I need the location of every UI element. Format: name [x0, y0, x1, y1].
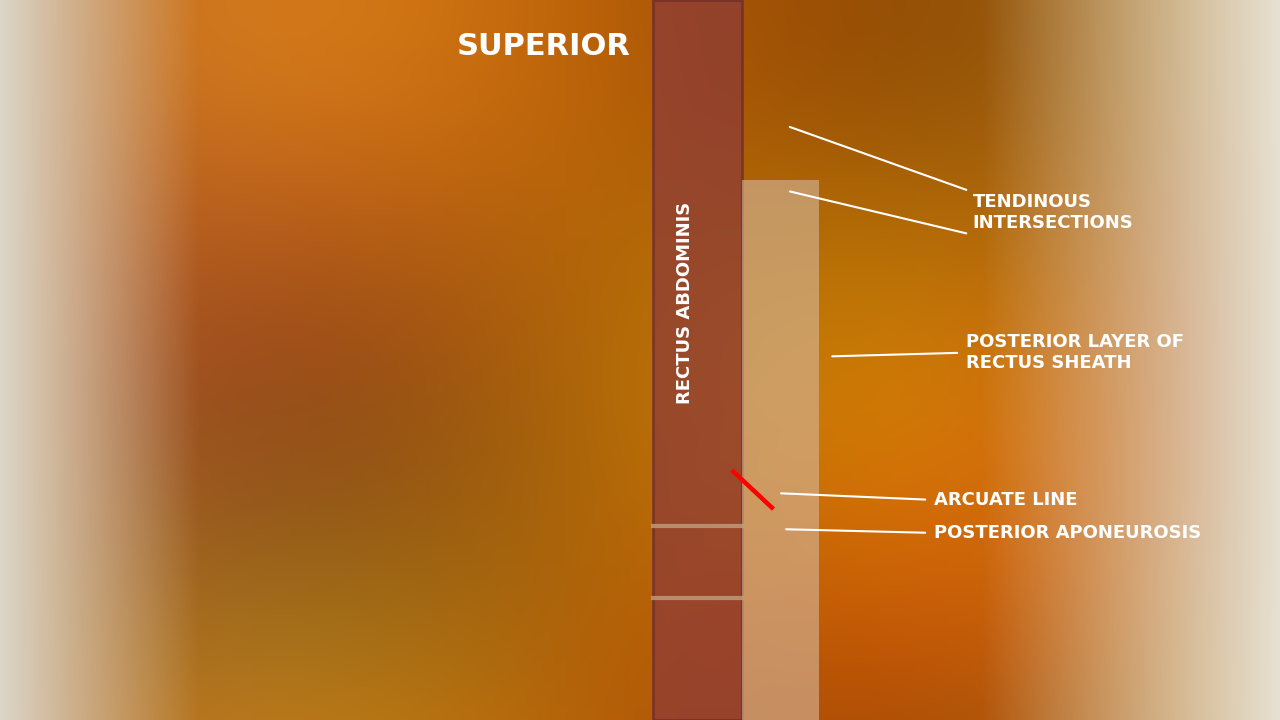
Text: SUPERIOR: SUPERIOR: [457, 32, 631, 61]
FancyBboxPatch shape: [742, 180, 819, 720]
Text: ARCUATE LINE: ARCUATE LINE: [934, 491, 1078, 508]
Text: POSTERIOR LAYER OF
RECTUS SHEATH: POSTERIOR LAYER OF RECTUS SHEATH: [966, 333, 1184, 372]
Text: TENDINOUS
INTERSECTIONS: TENDINOUS INTERSECTIONS: [973, 193, 1134, 232]
FancyBboxPatch shape: [653, 0, 742, 720]
Text: RECTUS ABDOMINIS: RECTUS ABDOMINIS: [676, 202, 694, 403]
Text: POSTERIOR APONEUROSIS: POSTERIOR APONEUROSIS: [934, 524, 1202, 541]
